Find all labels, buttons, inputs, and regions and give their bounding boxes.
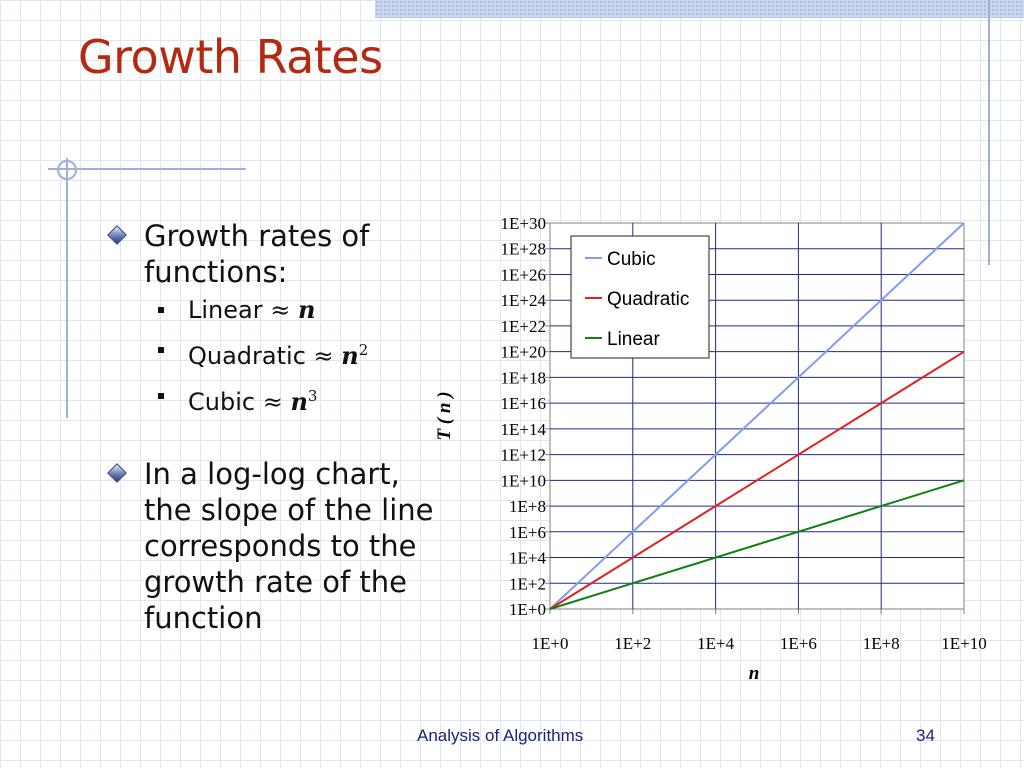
decor-horizontal-line (48, 168, 246, 170)
y-tick-label: 1E+8 (509, 497, 546, 516)
y-axis-label: T ( n ) (434, 391, 455, 440)
approx-symbol: ≈ (270, 296, 291, 324)
approx-symbol: ≈ (313, 342, 334, 370)
sub-bullet-label: Quadratic (188, 342, 306, 370)
series-line-cubic (549, 222, 965, 610)
square-bullet-icon (158, 347, 164, 353)
y-tick-label: 1E+6 (509, 523, 546, 542)
x-tick-label: 1E+0 (532, 634, 569, 653)
sub-bullet-quadratic: Quadratic ≈ n2 (108, 330, 448, 376)
math-variable: n (341, 341, 359, 370)
header-band (375, 0, 1024, 18)
bullet-log-log: In a log-log chart, the slope of the lin… (107, 456, 448, 636)
series-line-linear (549, 479, 965, 610)
bullet-list: Growth rates of functions: Linear ≈ n Qu… (107, 218, 448, 636)
series-line-quadratic (549, 350, 965, 610)
math-variable: n (290, 387, 308, 416)
square-bullet-icon (158, 307, 164, 313)
y-tick-label: 1E+30 (501, 214, 546, 233)
y-tick-label: 1E+28 (501, 240, 546, 259)
decor-vertical-line (66, 158, 68, 418)
bullet-text: Growth rates of functions: (144, 219, 370, 289)
legend-label: Cubic (607, 249, 656, 270)
y-tick-label: 1E+16 (501, 394, 546, 413)
y-tick-label: 1E+26 (501, 265, 546, 284)
exponent: 3 (307, 387, 318, 405)
math-variable: n (297, 295, 316, 324)
x-tick-label: 1E+10 (941, 634, 986, 653)
bullet-growth-rates: Growth rates of functions: (107, 218, 448, 290)
sub-bullet-cubic: Cubic ≈ n3 (108, 376, 448, 422)
y-tick-label: 1E+18 (501, 368, 546, 387)
y-tick-label: 1E+22 (501, 317, 546, 336)
x-axis-label: n (749, 663, 760, 684)
footer-page-number: 34 (916, 726, 935, 745)
exponent: 2 (358, 341, 369, 359)
square-bullet-icon (158, 393, 164, 399)
x-tick-label: 1E+8 (863, 634, 900, 653)
y-tick-label: 1E+4 (509, 549, 546, 568)
legend-label: Quadratic (607, 289, 689, 310)
approx-symbol: ≈ (262, 388, 283, 416)
y-tick-label: 1E+12 (501, 446, 546, 465)
bullet-text: In a log-log chart, the slope of the lin… (144, 457, 434, 635)
y-tick-label: 1E+14 (501, 420, 547, 439)
y-tick-label: 1E+10 (501, 471, 546, 490)
y-tick-label: 1E+0 (509, 600, 546, 619)
legend-label: Linear (607, 329, 660, 350)
decor-circle-icon (57, 160, 77, 180)
right-decor-rule (988, 0, 990, 265)
sub-bullet-label: Linear (188, 296, 263, 324)
y-tick-label: 1E+20 (501, 343, 546, 362)
x-tick-label: 1E+6 (780, 634, 817, 653)
sub-bullet-linear: Linear ≈ n (108, 290, 448, 330)
slide-title: Growth Rates (78, 30, 383, 84)
y-tick-label: 1E+24 (501, 291, 547, 310)
y-tick-label: 1E+2 (509, 574, 546, 593)
sub-bullet-label: Cubic (188, 388, 256, 416)
x-tick-label: 1E+4 (697, 634, 734, 653)
footer-course: Analysis of Algorithms (417, 726, 584, 745)
x-tick-label: 1E+2 (614, 634, 651, 653)
